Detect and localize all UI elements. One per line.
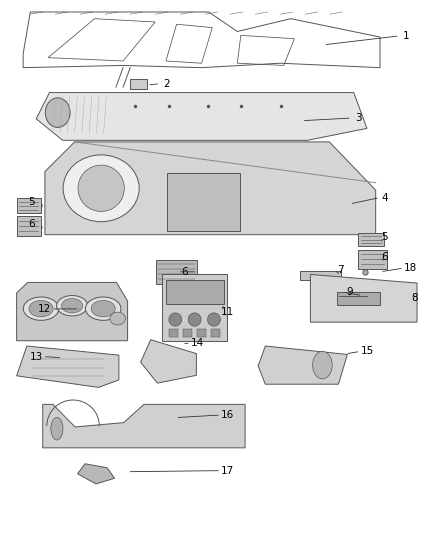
Polygon shape bbox=[141, 340, 196, 383]
Text: 1: 1 bbox=[403, 31, 410, 41]
Polygon shape bbox=[17, 346, 119, 387]
Text: 14: 14 bbox=[191, 338, 204, 349]
Ellipse shape bbox=[91, 301, 115, 317]
Bar bbox=[197, 329, 206, 337]
Polygon shape bbox=[258, 346, 347, 384]
Bar bbox=[166, 280, 224, 304]
Ellipse shape bbox=[29, 301, 53, 317]
Polygon shape bbox=[43, 405, 245, 448]
Ellipse shape bbox=[45, 98, 70, 127]
Text: 3: 3 bbox=[355, 113, 362, 123]
Polygon shape bbox=[78, 464, 115, 484]
Text: 11: 11 bbox=[221, 306, 234, 317]
Text: 15: 15 bbox=[360, 346, 374, 357]
Ellipse shape bbox=[208, 313, 220, 326]
Text: 6: 6 bbox=[28, 219, 35, 229]
Polygon shape bbox=[45, 142, 376, 235]
Bar bbox=[167, 173, 240, 231]
Text: 4: 4 bbox=[381, 192, 388, 203]
Bar bbox=[300, 271, 341, 280]
Text: 7: 7 bbox=[338, 265, 344, 275]
Text: 9: 9 bbox=[346, 287, 353, 297]
Text: 5: 5 bbox=[381, 232, 388, 243]
Text: 16: 16 bbox=[221, 410, 234, 420]
Text: 6: 6 bbox=[181, 267, 187, 277]
Ellipse shape bbox=[313, 351, 332, 379]
Ellipse shape bbox=[51, 417, 63, 440]
Polygon shape bbox=[311, 274, 417, 322]
Text: 17: 17 bbox=[221, 466, 234, 475]
Bar bbox=[17, 198, 41, 214]
Ellipse shape bbox=[62, 298, 83, 313]
Bar bbox=[212, 329, 220, 337]
Polygon shape bbox=[17, 282, 127, 341]
Text: 2: 2 bbox=[163, 78, 170, 88]
Polygon shape bbox=[36, 93, 367, 140]
Text: 8: 8 bbox=[412, 293, 418, 303]
Bar bbox=[162, 274, 227, 341]
Text: 13: 13 bbox=[30, 352, 43, 361]
Bar bbox=[169, 329, 178, 337]
Text: 18: 18 bbox=[404, 263, 417, 273]
Bar bbox=[183, 329, 192, 337]
Ellipse shape bbox=[63, 155, 139, 222]
Ellipse shape bbox=[188, 313, 201, 326]
Bar bbox=[17, 216, 41, 236]
Ellipse shape bbox=[85, 297, 121, 320]
Ellipse shape bbox=[23, 297, 59, 320]
Text: 6: 6 bbox=[381, 252, 388, 262]
Bar bbox=[337, 292, 380, 305]
Bar bbox=[156, 260, 197, 284]
Bar bbox=[130, 79, 147, 89]
Ellipse shape bbox=[169, 313, 182, 326]
Bar bbox=[358, 233, 384, 246]
Text: 5: 5 bbox=[28, 197, 35, 207]
Ellipse shape bbox=[110, 312, 125, 325]
Ellipse shape bbox=[57, 295, 88, 316]
Ellipse shape bbox=[78, 165, 124, 212]
Text: 12: 12 bbox=[38, 304, 52, 314]
Bar bbox=[358, 249, 387, 269]
